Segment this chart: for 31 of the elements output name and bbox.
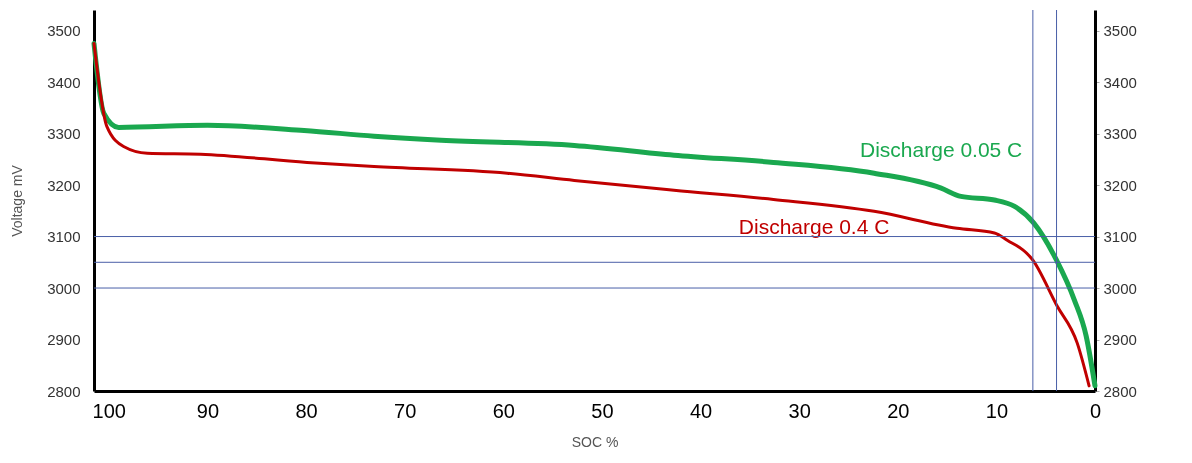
y-tick-label: 3000 <box>47 279 81 297</box>
x-tick-label: 50 <box>591 399 614 422</box>
x-tick-label: 40 <box>689 399 713 422</box>
x-tick-label: 30 <box>788 399 811 422</box>
x-tick-label: 90 <box>196 399 220 422</box>
y2-tick-label: 2900 <box>1103 331 1137 349</box>
x-tick-label: 80 <box>295 399 318 422</box>
y2-tick-label: 3200 <box>1103 176 1137 194</box>
x-tick-label: 100 <box>92 399 126 422</box>
y2-tick-label: 3400 <box>1103 73 1137 91</box>
y2-tick-label: 3000 <box>1103 279 1137 297</box>
series-label: Discharge 0.05 C <box>860 138 1023 162</box>
y-tick-label: 3300 <box>47 125 81 143</box>
x-tick-label: 10 <box>985 399 1008 422</box>
y-tick-label: 3500 <box>47 22 81 40</box>
x-tick-label: 70 <box>394 399 417 422</box>
y-tick-label: 2900 <box>47 331 81 349</box>
x-tick-label: 60 <box>492 399 515 422</box>
y-tick-label: 2800 <box>47 382 81 400</box>
series-label: Discharge 0.4 C <box>738 215 890 239</box>
y-tick-label: 3400 <box>47 73 81 91</box>
y2-tick-label: 3500 <box>1103 22 1137 40</box>
y2-tick-label: 3100 <box>1103 228 1137 246</box>
x-tick-label: 20 <box>887 399 910 422</box>
y2-tick-label: 2800 <box>1103 382 1137 400</box>
y2-tick-label: 3300 <box>1103 125 1137 143</box>
y-tick-label: 3200 <box>47 176 81 194</box>
x-tick-label: 0 <box>1089 399 1102 422</box>
y-axis-title: Voltage mV <box>9 164 26 237</box>
y-tick-label: 3100 <box>47 228 81 246</box>
x-axis-title: SOC % <box>571 433 619 450</box>
